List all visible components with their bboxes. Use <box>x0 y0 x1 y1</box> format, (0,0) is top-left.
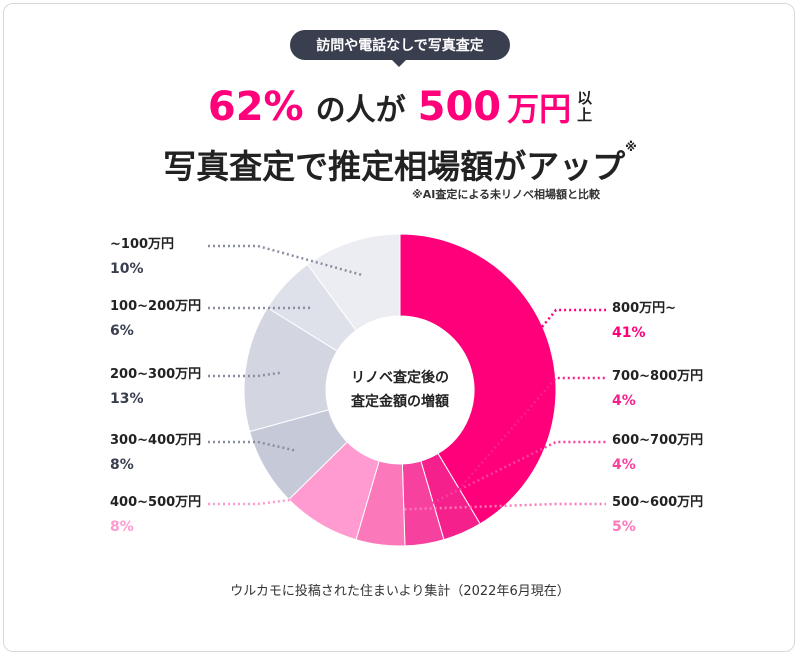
leader-line-1 <box>447 376 606 502</box>
slice-label-pct: 6% <box>110 323 134 339</box>
slice-label-name: 600~700万円 <box>612 433 704 448</box>
leader-lines <box>208 244 606 512</box>
center-line-1: リノベ査定後の <box>351 370 449 386</box>
slice-label-pct: 5% <box>612 519 636 535</box>
slice-label-pct: 4% <box>612 393 636 409</box>
slice-label-name: 300~400万円 <box>110 433 202 448</box>
headline: 62% の人が 500 万円 以 上 <box>0 84 800 130</box>
slice-0 <box>399 233 557 525</box>
slice-label-2: 600~700万円 4% <box>612 432 703 476</box>
badge-tail <box>391 59 407 67</box>
leader-line-4 <box>208 492 339 506</box>
leader-line-5 <box>208 440 296 452</box>
slices <box>243 233 557 547</box>
headline-text: の人が <box>315 93 406 128</box>
slice-label-name: 100~200万円 <box>110 299 202 314</box>
slice-label-name: 500~600万円 <box>612 495 704 510</box>
leader-line-2 <box>418 440 606 511</box>
ijo-bottom: 上 <box>577 106 593 124</box>
slice-label-name: 800万円~ <box>612 301 677 316</box>
subline: 写真査定で推定相場額がアップ※ <box>0 140 800 188</box>
slice-label-pct: 8% <box>110 457 134 473</box>
leader-line-8 <box>208 244 363 277</box>
slice-label-name: ~100万円 <box>110 237 175 252</box>
leader-line-3 <box>384 502 606 512</box>
slice-label-pct: 10% <box>110 261 144 277</box>
slice-label-3: 500~600万円 5% <box>612 494 703 538</box>
ijo-top: 以 <box>577 89 593 107</box>
slice-label-pct: 8% <box>110 519 134 535</box>
slice-label-5: 300~400万円 8% <box>110 432 201 476</box>
note: ※AI査定による未リノベ相場額と比較 <box>412 188 600 201</box>
slice-label-pct: 13% <box>110 391 144 407</box>
slice-label-4: 400~500万円 8% <box>110 494 201 538</box>
leader-line-6 <box>208 371 281 378</box>
subline-mark: ※ <box>625 140 637 154</box>
slice-label-0: 800万円~ 41% <box>612 300 676 344</box>
headline-pct: 62% <box>207 84 304 130</box>
slice-label-name: 400~500万円 <box>110 495 202 510</box>
slice-label-8: ~100万円 10% <box>110 236 174 280</box>
slice-label-6: 200~300万円 13% <box>110 366 201 410</box>
slice-label-7: 100~200万円 6% <box>110 298 201 342</box>
subline-text: 写真査定で推定相場額がアップ <box>163 147 626 186</box>
badge: 訪問や電話なしで写真査定 <box>290 30 510 60</box>
slice-label-name: 200~300万円 <box>110 367 202 382</box>
headline-unit: 万円 <box>507 90 572 128</box>
slice-label-pct: 4% <box>612 457 636 473</box>
chart-center-label: リノベ査定後の 査定金額の増額 <box>325 366 475 414</box>
leader-line-0 <box>515 308 606 359</box>
slice-label-name: 700~800万円 <box>612 369 704 384</box>
slice-label-pct: 41% <box>612 325 646 341</box>
center-line-2: 査定金額の増額 <box>351 394 449 410</box>
headline-amount: 500 <box>417 84 502 130</box>
footer-note: ウルカモに投稿された住まいより集計（2022年6月現在） <box>230 584 570 599</box>
slice-label-1: 700~800万円 4% <box>612 368 703 412</box>
headline-ijo: 以 上 <box>577 90 592 124</box>
slice-8 <box>306 233 401 332</box>
